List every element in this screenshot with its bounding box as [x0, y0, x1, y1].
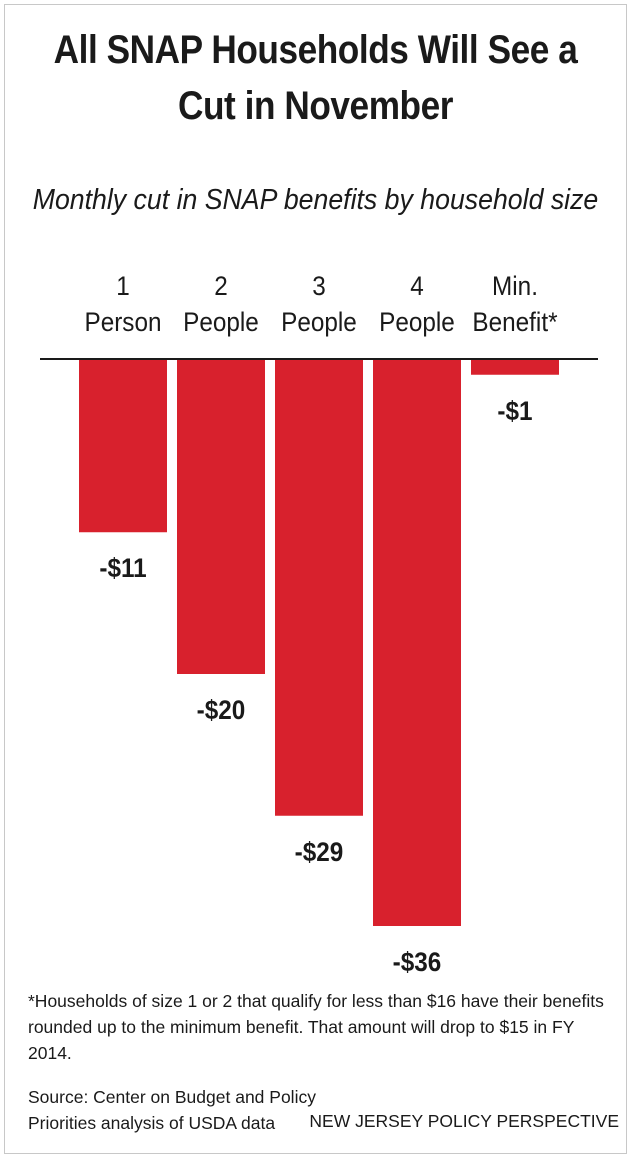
category-label-line: Min.	[492, 271, 538, 301]
value-label-4: -$36	[392, 947, 442, 977]
value-label-1: -$11	[99, 553, 147, 584]
category-label-line: People	[379, 307, 455, 337]
footnote: *Households of size 1 or 2 that qualify …	[28, 991, 604, 1063]
value-label-2: -$20	[196, 695, 246, 725]
category-label-line: Benefit*	[472, 307, 558, 337]
value-label-3: -$29	[294, 836, 344, 867]
category-label-2: 2 People	[172, 268, 271, 340]
category-label-3: 3 People	[270, 268, 369, 340]
category-label-line: People	[281, 307, 357, 337]
source-note: Source: Center on Budget and Policy Prio…	[28, 1087, 316, 1133]
bar-2	[177, 359, 265, 674]
category-label-line: People	[183, 307, 259, 337]
category-label-line: Person	[84, 307, 162, 337]
category-label-4: 4 People	[368, 268, 467, 340]
category-label-line: 3	[312, 271, 326, 301]
category-label-5: Min. Benefit*	[466, 268, 565, 340]
bar-1	[79, 359, 167, 533]
bar-3	[275, 359, 363, 816]
bar-5	[471, 359, 559, 375]
category-label-1: 1 Person	[74, 268, 173, 340]
chart-frame	[4, 4, 627, 1154]
bars-group	[79, 359, 559, 926]
value-label-5: -$1	[497, 395, 533, 426]
bar-chart	[40, 358, 598, 926]
chart-title: All SNAP Households Will See a Cut in No…	[53, 28, 578, 128]
chart-subtitle: Monthly cut in SNAP benefits by househol…	[32, 184, 599, 216]
category-label-line: 4	[410, 271, 424, 301]
category-label-line: 1	[116, 271, 130, 301]
category-label-line: 2	[214, 271, 228, 301]
bar-4	[373, 359, 461, 926]
publisher-credit: NEW JERSEY POLICY PERSPECTIVE	[309, 1111, 619, 1131]
